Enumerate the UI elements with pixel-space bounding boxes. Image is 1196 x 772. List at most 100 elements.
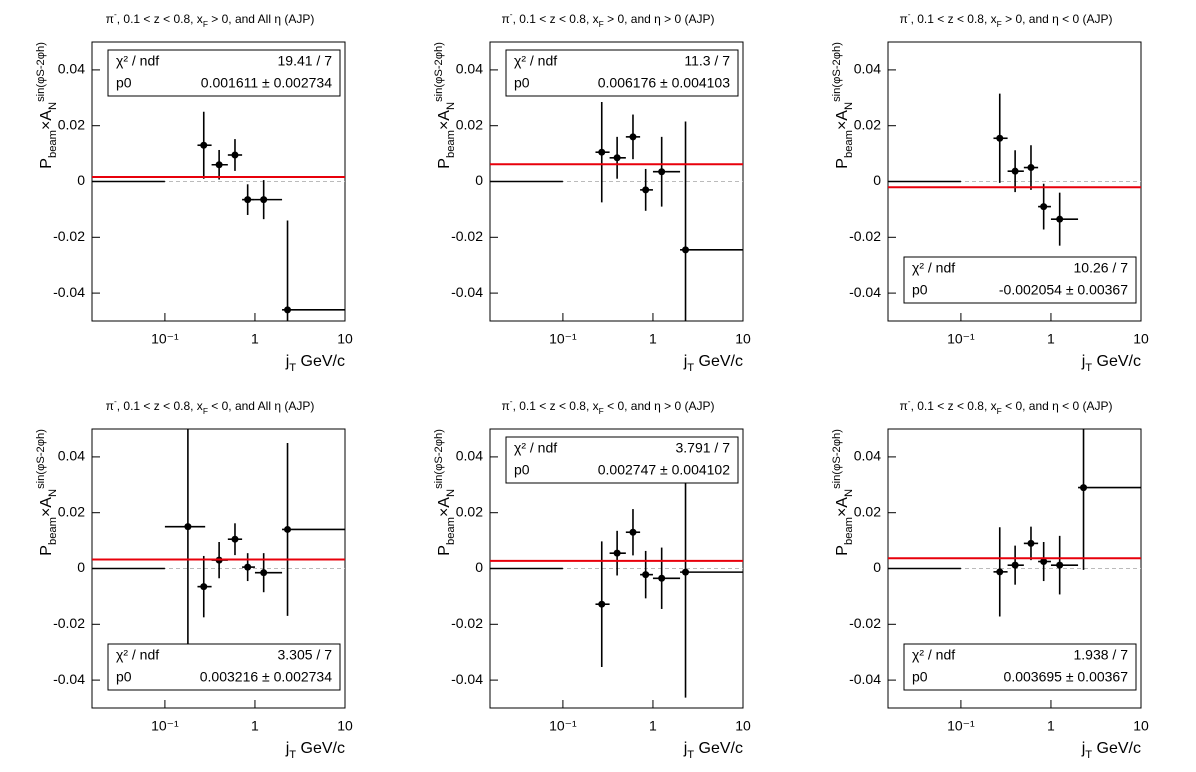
y-axis-label: Pbeam×ANsin(φS-2φh) xyxy=(35,429,59,556)
x-tick-label: 10⁻¹ xyxy=(151,331,179,347)
y-axis-label-part: beam xyxy=(843,517,855,545)
data-point xyxy=(231,151,239,159)
plot-area xyxy=(92,111,345,321)
x-axis-label-part: GeV/c xyxy=(694,353,743,370)
y-tick-label: 0 xyxy=(873,559,881,575)
stats-value: 19.41 / 7 xyxy=(278,53,333,69)
x-axis-label-part: j xyxy=(285,740,290,757)
y-axis-label-part: sin(φ xyxy=(35,77,47,102)
y-axis-label-part: N xyxy=(47,489,59,497)
stats-value: 0.002747 ± 0.004102 xyxy=(598,462,730,478)
data-point xyxy=(215,161,223,169)
data-point xyxy=(658,168,666,176)
y-axis-label-part: ×A xyxy=(834,110,851,130)
chart-title-part: , 0.1 < z < 0.8, x xyxy=(513,12,599,26)
y-axis-label-part: -2φ xyxy=(433,52,445,69)
y-tick-label: 0 xyxy=(475,172,483,188)
panel: π-, 0.1 < z < 0.8, xF > 0, and η < 0 (AJ… xyxy=(831,9,1149,374)
data-point xyxy=(1080,484,1088,492)
data-point xyxy=(1027,539,1035,547)
stats-box xyxy=(505,436,739,484)
data-point xyxy=(598,600,606,608)
data-point xyxy=(629,528,637,536)
y-tick-label: 0.02 xyxy=(854,116,881,132)
data-point xyxy=(682,246,690,254)
stats-value: 0.001611 ± 0.002734 xyxy=(201,75,332,91)
y-axis-label-part: N xyxy=(843,489,855,497)
y-tick-label: 0.04 xyxy=(854,61,881,77)
x-tick-label: 1 xyxy=(649,331,657,347)
stats-label: p0 xyxy=(116,75,132,91)
x-tick-label: 1 xyxy=(1047,331,1055,347)
chart-title-part: F xyxy=(599,406,604,416)
chart-title-part: > 0, and η > 0 (AJP) xyxy=(604,12,715,26)
y-axis-label-part: ) xyxy=(35,429,47,433)
data-point xyxy=(184,523,192,531)
x-axis-label-part: T xyxy=(687,749,694,761)
y-tick-label: 0.04 xyxy=(58,448,85,464)
stats-label: χ² / ndf xyxy=(514,53,557,69)
y-axis-label-part: beam xyxy=(47,130,59,158)
plot-area xyxy=(490,446,743,698)
chart-title-part: < 0, and η > 0 (AJP) xyxy=(604,399,715,413)
y-tick-label: -0.04 xyxy=(451,284,483,300)
stats-label: p0 xyxy=(116,669,132,685)
y-axis-label-part: beam xyxy=(843,130,855,158)
panel: π-, 0.1 < z < 0.8, xF > 0, and η > 0 (AJ… xyxy=(433,9,751,374)
y-axis-label-part: ) xyxy=(35,42,47,46)
data-point xyxy=(231,535,239,543)
y-axis-label-part: P xyxy=(436,545,453,556)
plot-area xyxy=(490,101,743,321)
data-point xyxy=(598,148,606,156)
chart-title-part: π xyxy=(900,12,908,26)
y-axis-label-part: h xyxy=(35,46,47,52)
x-axis-label: jT GeV/c xyxy=(285,353,345,374)
y-axis-label-part: ×A xyxy=(834,497,851,517)
chart-title: π-, 0.1 < z < 0.8, xF < 0, and η > 0 (AJ… xyxy=(502,396,715,416)
stats-label: χ² / ndf xyxy=(912,647,955,663)
y-tick-label: 0.04 xyxy=(58,61,85,77)
stats-value: 3.791 / 7 xyxy=(676,440,731,456)
x-tick-label: 1 xyxy=(251,718,259,734)
chart-title-part: π xyxy=(502,12,510,26)
y-axis-label-part: h xyxy=(433,46,445,52)
y-axis-label-part: sin(φ xyxy=(433,464,445,489)
x-tick-label: 10 xyxy=(735,718,751,734)
chart-title-part: , 0.1 < z < 0.8, x xyxy=(911,399,997,413)
x-axis-label-part: j xyxy=(683,353,688,370)
x-axis-label: jT GeV/c xyxy=(683,353,743,374)
data-point xyxy=(244,196,252,204)
chart-title-part: < 0, and η < 0 (AJP) xyxy=(1002,399,1113,413)
chart-title: π-, 0.1 < z < 0.8, xF < 0, and All η (AJ… xyxy=(106,396,315,416)
y-axis-label-part: S xyxy=(433,69,445,76)
y-tick-label: 0.02 xyxy=(58,116,85,132)
y-axis-label-part: -2φ xyxy=(831,52,843,69)
x-tick-label: 10⁻¹ xyxy=(151,718,179,734)
y-axis-label: Pbeam×ANsin(φS-2φh) xyxy=(433,429,457,556)
data-point xyxy=(629,133,637,141)
chart-title: π-, 0.1 < z < 0.8, xF > 0, and η < 0 (AJ… xyxy=(900,9,1113,29)
y-axis-label-part: ×A xyxy=(436,497,453,517)
chart-title-part: π xyxy=(106,12,114,26)
y-axis-label-part: h xyxy=(433,433,445,439)
data-point xyxy=(613,549,621,557)
chart-title-part: , 0.1 < z < 0.8, x xyxy=(117,12,203,26)
y-axis-label-part: ) xyxy=(831,42,843,46)
stats-value: 0.003216 ± 0.002734 xyxy=(200,669,332,685)
y-tick-label: 0 xyxy=(873,172,881,188)
chart-title: π-, 0.1 < z < 0.8, xF > 0, and η > 0 (AJ… xyxy=(502,9,715,29)
stats-box xyxy=(505,49,739,97)
y-axis-label: Pbeam×ANsin(φS-2φh) xyxy=(831,429,855,556)
x-axis-label-part: T xyxy=(687,362,694,374)
y-tick-label: -0.02 xyxy=(451,228,483,244)
data-point xyxy=(996,134,1004,142)
x-axis-label-part: GeV/c xyxy=(296,740,345,757)
y-axis-label-part: beam xyxy=(47,517,59,545)
x-axis-label: jT GeV/c xyxy=(1081,740,1141,761)
plot-area xyxy=(92,429,345,667)
y-axis-label-part: ×A xyxy=(38,110,55,130)
chart-title-part: F xyxy=(203,19,208,29)
x-tick-label: 10⁻¹ xyxy=(549,718,577,734)
stats-label: χ² / ndf xyxy=(912,260,955,276)
stats-box xyxy=(107,643,341,691)
